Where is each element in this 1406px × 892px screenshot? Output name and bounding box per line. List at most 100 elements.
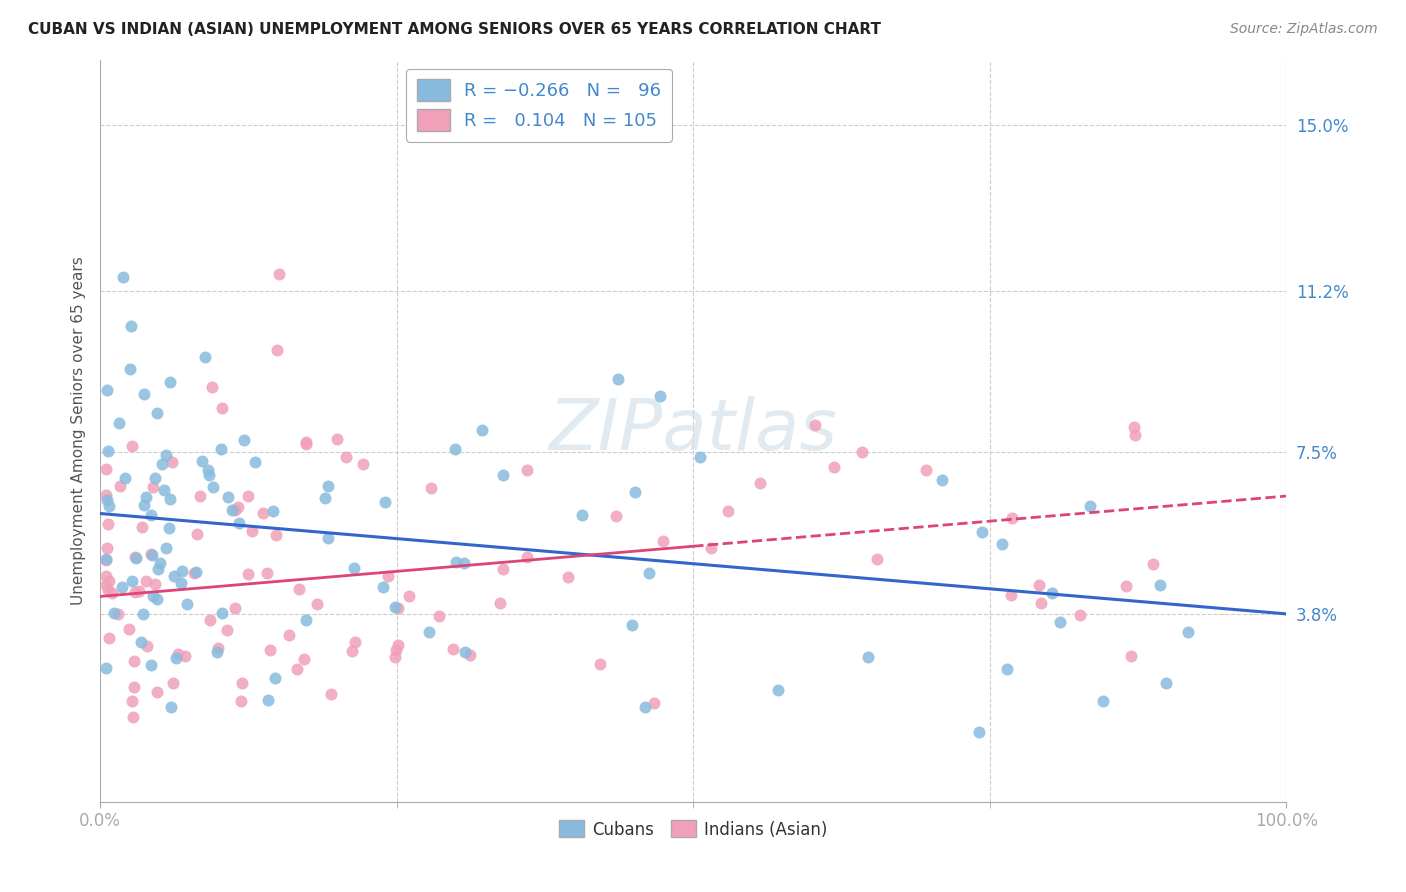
Point bbox=[94, 569, 117, 583]
Point bbox=[122, 710, 145, 724]
Point bbox=[202, 480, 225, 494]
Point bbox=[135, 574, 157, 588]
Point bbox=[97, 444, 120, 458]
Point bbox=[122, 680, 145, 694]
Point bbox=[134, 387, 156, 401]
Point bbox=[139, 657, 162, 672]
Point bbox=[132, 607, 155, 621]
Point bbox=[384, 599, 406, 614]
Point bbox=[385, 643, 408, 657]
Point bbox=[94, 661, 117, 675]
Point bbox=[118, 362, 141, 376]
Point bbox=[1049, 615, 1071, 629]
Point bbox=[1078, 499, 1101, 513]
Point bbox=[700, 541, 723, 556]
Point bbox=[150, 458, 173, 472]
Point bbox=[398, 589, 420, 603]
Legend: Cubans, Indians (Asian): Cubans, Indians (Asian) bbox=[553, 814, 834, 846]
Point bbox=[146, 406, 169, 420]
Point bbox=[1000, 588, 1022, 602]
Point bbox=[316, 479, 339, 493]
Point bbox=[159, 492, 181, 507]
Point bbox=[98, 631, 121, 645]
Point bbox=[240, 524, 263, 539]
Point bbox=[209, 442, 232, 456]
Point bbox=[1123, 427, 1146, 442]
Point bbox=[226, 500, 249, 515]
Point bbox=[159, 700, 181, 714]
Y-axis label: Unemployment Among Seniors over 65 years: Unemployment Among Seniors over 65 years bbox=[72, 256, 86, 605]
Point bbox=[194, 351, 217, 365]
Point bbox=[1177, 624, 1199, 639]
Point bbox=[316, 531, 339, 545]
Point bbox=[111, 269, 134, 284]
Point bbox=[162, 675, 184, 690]
Point bbox=[108, 479, 131, 493]
Point bbox=[96, 492, 118, 507]
Point bbox=[643, 696, 665, 710]
Point bbox=[243, 455, 266, 469]
Point bbox=[153, 483, 176, 497]
Point bbox=[458, 648, 481, 662]
Text: CUBAN VS INDIAN (ASIAN) UNEMPLOYMENT AMONG SENIORS OVER 65 YEARS CORRELATION CHA: CUBAN VS INDIAN (ASIAN) UNEMPLOYMENT AMO… bbox=[28, 22, 882, 37]
Point bbox=[191, 454, 214, 468]
Point bbox=[232, 433, 254, 447]
Point bbox=[172, 565, 194, 579]
Point bbox=[307, 597, 329, 611]
Point bbox=[160, 455, 183, 469]
Point bbox=[257, 693, 280, 707]
Point bbox=[1028, 578, 1050, 592]
Point bbox=[1119, 648, 1142, 663]
Point bbox=[142, 480, 165, 494]
Point bbox=[444, 556, 467, 570]
Point bbox=[166, 647, 188, 661]
Point bbox=[717, 504, 740, 518]
Point bbox=[114, 471, 136, 485]
Point bbox=[491, 562, 513, 576]
Point bbox=[516, 463, 538, 477]
Point bbox=[145, 577, 167, 591]
Point bbox=[262, 503, 284, 517]
Point bbox=[557, 570, 579, 584]
Point bbox=[256, 566, 278, 581]
Point bbox=[429, 608, 451, 623]
Point bbox=[325, 432, 347, 446]
Point bbox=[314, 491, 336, 505]
Point bbox=[967, 724, 990, 739]
Point bbox=[1001, 511, 1024, 525]
Point bbox=[335, 450, 357, 464]
Point bbox=[804, 417, 827, 432]
Point bbox=[131, 635, 153, 649]
Point bbox=[184, 565, 207, 579]
Point bbox=[1040, 585, 1063, 599]
Point bbox=[295, 436, 318, 450]
Point bbox=[851, 445, 873, 459]
Point bbox=[122, 654, 145, 668]
Point bbox=[384, 650, 406, 665]
Point bbox=[96, 541, 118, 555]
Point bbox=[162, 569, 184, 583]
Point bbox=[377, 569, 399, 583]
Point bbox=[267, 267, 290, 281]
Point bbox=[98, 574, 121, 589]
Point bbox=[748, 476, 770, 491]
Point bbox=[120, 319, 142, 334]
Point bbox=[259, 642, 281, 657]
Point bbox=[183, 566, 205, 581]
Point bbox=[103, 606, 125, 620]
Point bbox=[866, 552, 889, 566]
Point bbox=[108, 416, 131, 430]
Point bbox=[97, 583, 120, 598]
Point bbox=[1142, 557, 1164, 571]
Point bbox=[1115, 579, 1137, 593]
Point bbox=[124, 550, 146, 565]
Point bbox=[1031, 597, 1053, 611]
Text: Source: ZipAtlas.com: Source: ZipAtlas.com bbox=[1230, 22, 1378, 37]
Point bbox=[141, 549, 163, 563]
Point bbox=[492, 467, 515, 482]
Point bbox=[1149, 578, 1171, 592]
Point bbox=[211, 606, 233, 620]
Point bbox=[224, 502, 246, 516]
Point bbox=[197, 463, 219, 477]
Point bbox=[823, 459, 845, 474]
